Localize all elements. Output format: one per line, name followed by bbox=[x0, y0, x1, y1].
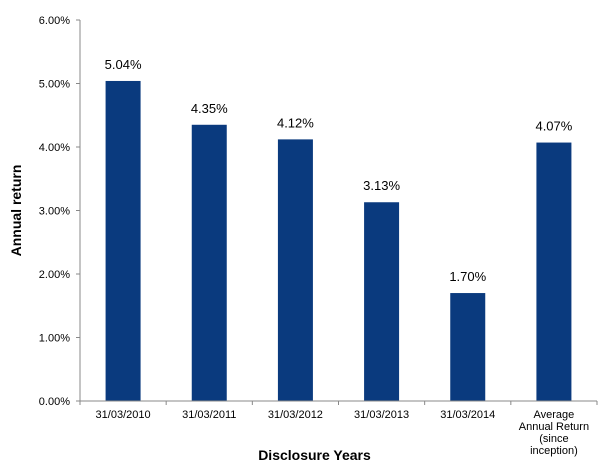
x-category-label: 31/03/2012 bbox=[268, 409, 323, 421]
x-axis-categories: 31/03/2010 31/03/2011 31/03/2012 31/03/2013… bbox=[96, 409, 590, 457]
y-tick-label: 4.00% bbox=[39, 142, 70, 154]
y-tick-label: 0.00% bbox=[39, 396, 70, 408]
data-label: 4.07% bbox=[535, 119, 572, 134]
data-label: 4.35% bbox=[191, 101, 228, 116]
bar bbox=[364, 202, 400, 401]
bar bbox=[536, 142, 572, 401]
bar bbox=[450, 293, 486, 401]
x-category-label: 31/03/2013 bbox=[354, 409, 409, 421]
bar bbox=[105, 80, 141, 402]
data-label: 4.12% bbox=[277, 115, 314, 130]
y-tick-label: 5.00% bbox=[39, 79, 70, 91]
x-axis-title: Disclosure Years bbox=[258, 447, 371, 463]
y-tick-label: 3.00% bbox=[39, 206, 70, 218]
y-tick-label: 2.00% bbox=[39, 269, 70, 281]
bars bbox=[105, 80, 572, 402]
x-category-label: 31/03/2011 bbox=[182, 409, 236, 421]
bar bbox=[277, 139, 313, 401]
x-category-label: 31/03/2010 bbox=[96, 409, 151, 421]
data-labels: 5.04% 4.35% 4.12% 3.13% 1.70% 4.07% bbox=[105, 57, 573, 284]
bar bbox=[191, 124, 227, 402]
x-category-label: 31/03/2014 bbox=[440, 409, 495, 421]
y-tick-label: 1.00% bbox=[39, 333, 70, 345]
y-tick-label: 6.00% bbox=[39, 15, 70, 27]
data-label: 1.70% bbox=[449, 269, 486, 284]
x-category-label: Average Annual Return (since inception) bbox=[519, 409, 589, 457]
data-label: 3.13% bbox=[363, 178, 400, 193]
y-axis-title: Annual return bbox=[8, 165, 24, 257]
data-label: 5.04% bbox=[105, 57, 142, 72]
y-axis-ticks: 0.00% 1.00% 2.00% 3.00% 4.00% 5.00% 6.00% bbox=[39, 15, 598, 408]
